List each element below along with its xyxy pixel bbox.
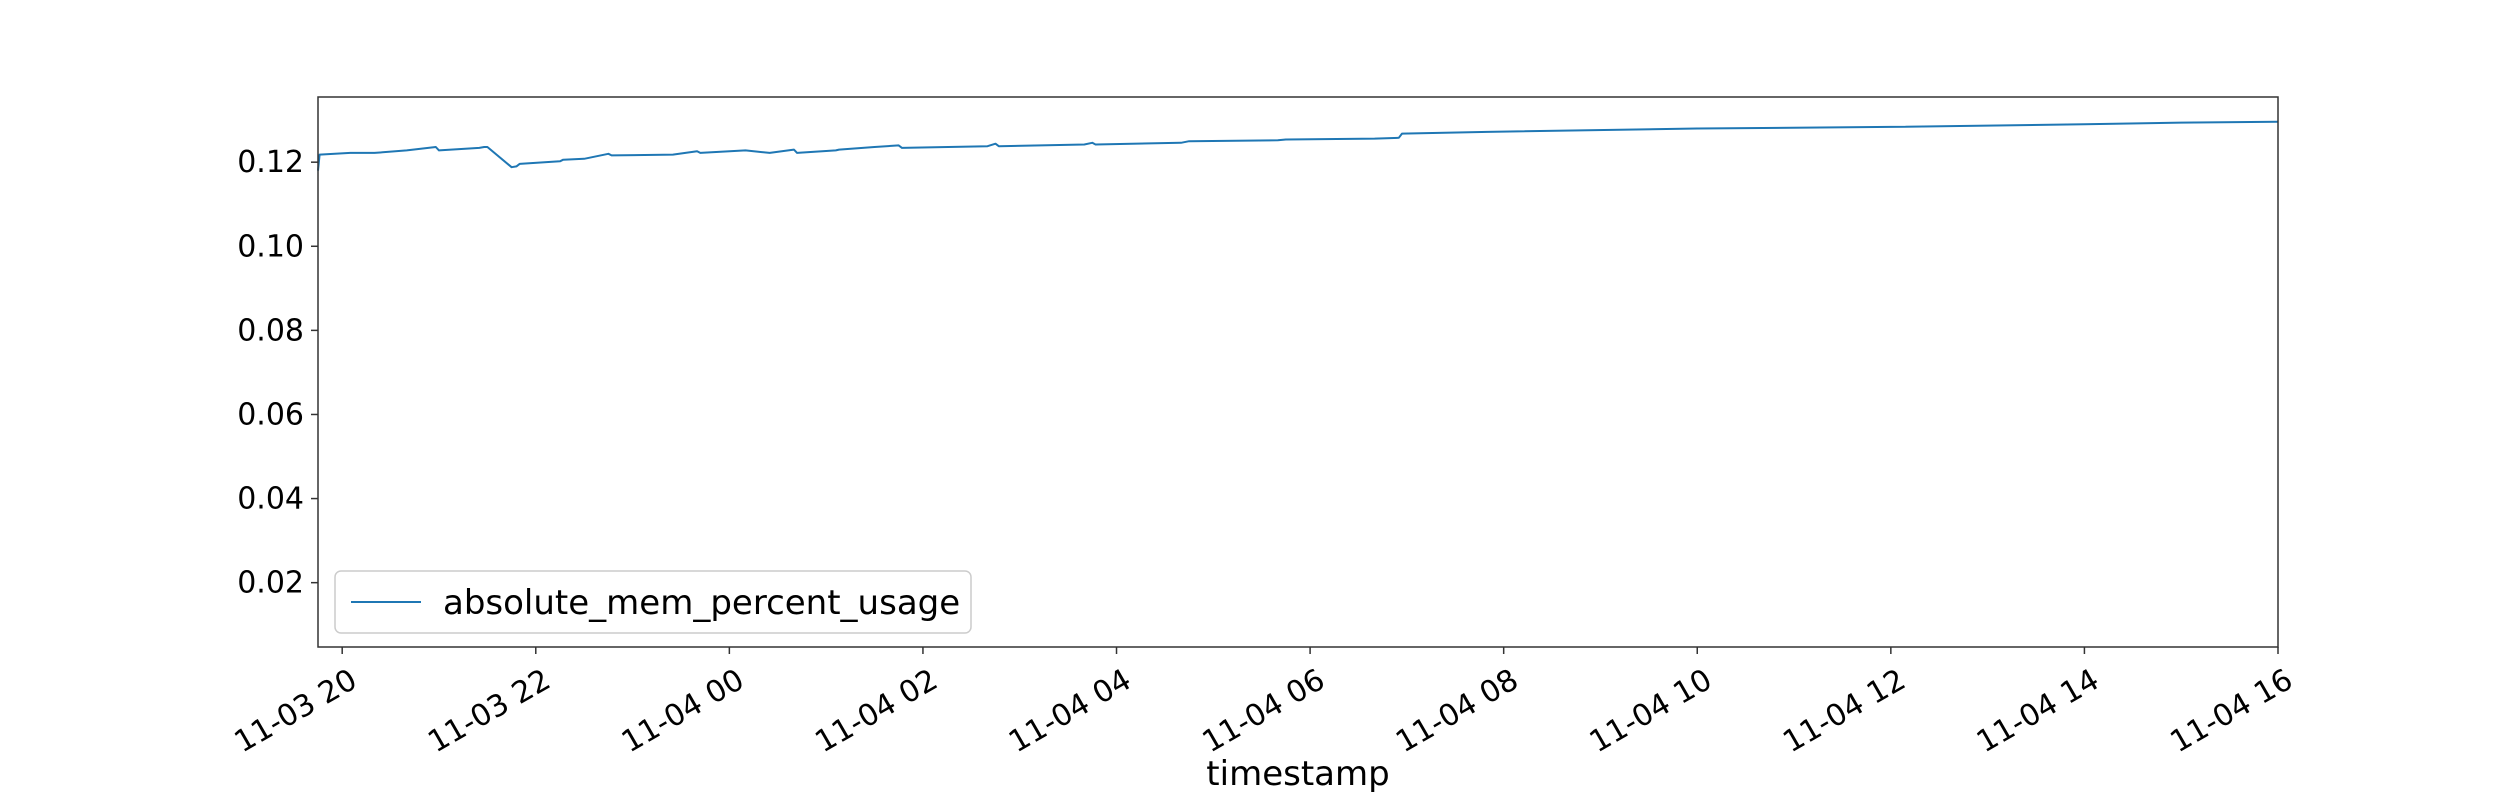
y-tick-label: 0.06 [237, 397, 304, 432]
y-tick-label: 0.04 [237, 482, 304, 517]
series-layer [317, 120, 2279, 171]
y-tick-label: 0.12 [237, 145, 304, 180]
legend-label: absolute_mem_percent_usage [443, 583, 960, 623]
y-axis: 0.02 0.04 0.06 0.08 0.10 0.12 [237, 145, 318, 601]
y-tick-label: 0.02 [237, 566, 304, 601]
series-line-0 [317, 120, 2279, 171]
legend: absolute_mem_percent_usage [334, 570, 972, 634]
x-axis-title: timestamp [1206, 754, 1389, 794]
y-tick-label: 0.08 [237, 313, 304, 348]
plot-frame [317, 96, 2279, 648]
legend-box [334, 570, 972, 634]
y-tick-label: 0.10 [237, 229, 304, 264]
